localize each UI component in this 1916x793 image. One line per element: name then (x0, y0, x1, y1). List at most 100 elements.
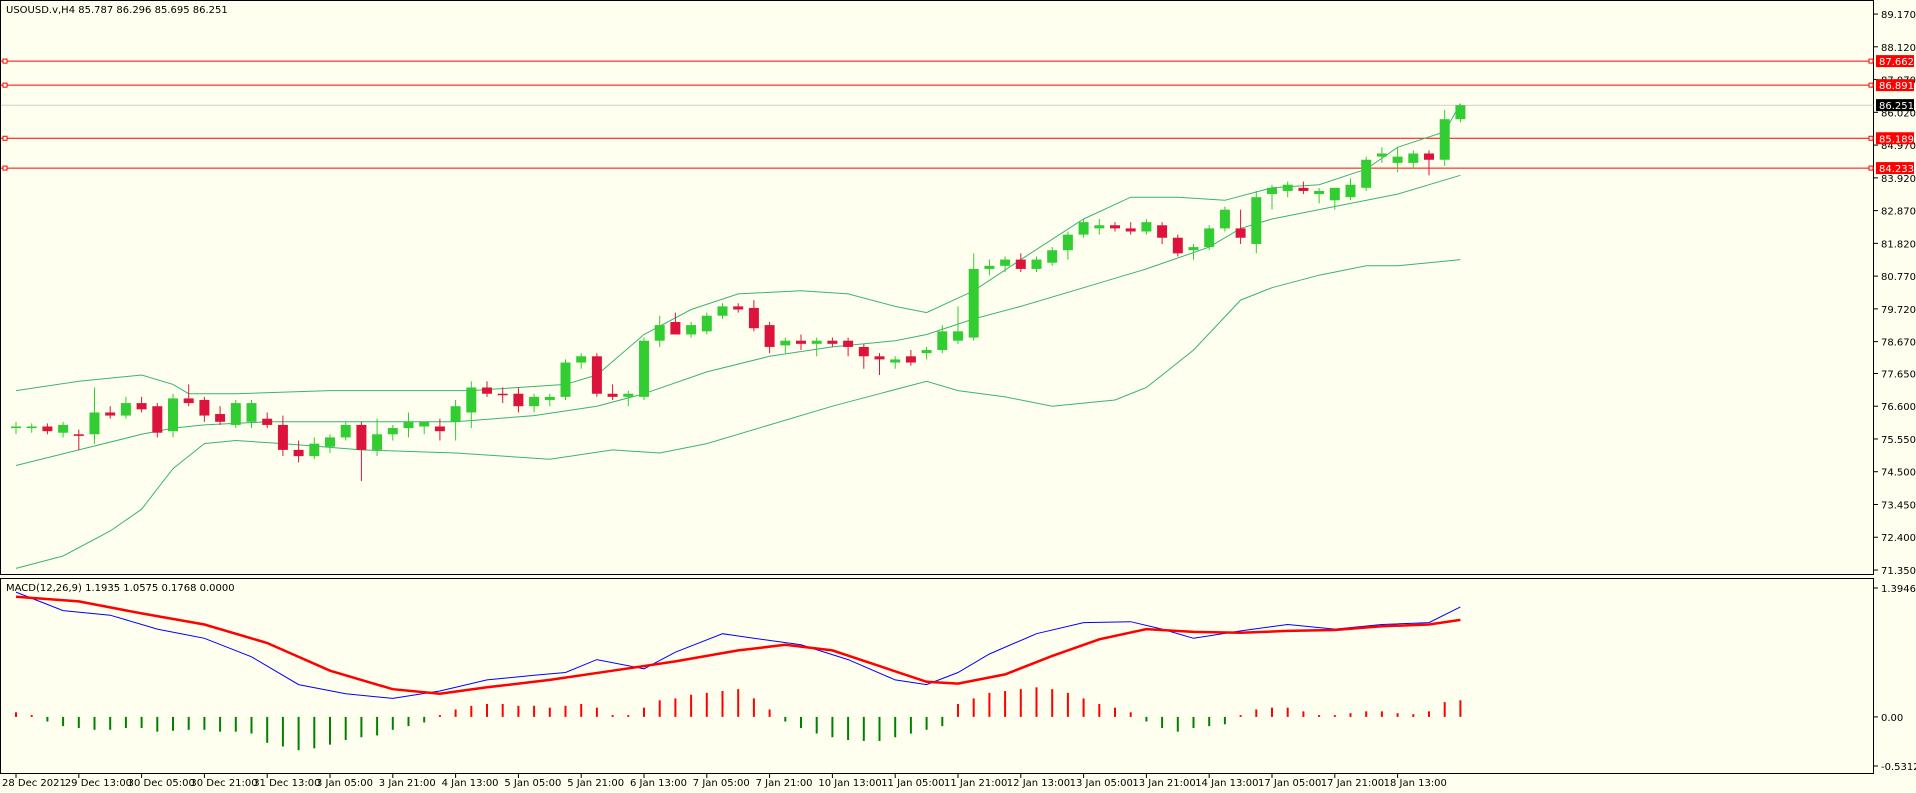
candle-body (293, 449, 304, 457)
time-tick-label: 12 Jan 13:00 (1007, 778, 1070, 789)
time-tick-label: 3 Jan 21:00 (379, 778, 436, 789)
candle-body (387, 428, 398, 435)
candle-body (136, 403, 147, 410)
current-price-tag: 86.251 (1, 99, 1914, 112)
candle-body (419, 421, 430, 427)
candle-body (1376, 153, 1387, 157)
time-tick-label: 5 Jan 05:00 (504, 778, 561, 789)
macd-histogram (15, 687, 1462, 751)
hline-price-label: 86.891 (1879, 81, 1914, 92)
candle-body (168, 398, 178, 432)
candle-body (199, 399, 210, 416)
candle-body (905, 356, 916, 363)
price-y-tick-label: 78.670 (1881, 338, 1916, 349)
candle-body (26, 426, 37, 429)
price-y-tick-label: 84.970 (1881, 141, 1916, 152)
candle-body (1141, 222, 1152, 232)
hline-anchor-right (1868, 58, 1874, 64)
candle-body (890, 359, 901, 363)
candle-body (858, 346, 869, 357)
candle-body (654, 325, 665, 341)
time-tick-label: 5 Jan 21:00 (567, 778, 624, 789)
candle-body (513, 393, 524, 407)
current-price-label: 86.251 (1879, 101, 1914, 112)
candle-body (529, 396, 540, 407)
time-tick-label: 29 Dec 13:00 (65, 778, 132, 789)
price-y-tick-label: 83.920 (1881, 174, 1916, 185)
candle-body (183, 398, 194, 404)
candle-body (11, 426, 21, 429)
candlesticks (11, 103, 1466, 482)
macd-lines (15, 591, 1461, 699)
hline-anchor-right (1868, 165, 1874, 171)
time-tick-label: 4 Jan 13:00 (442, 778, 499, 789)
price-y-tick-label: 89.170 (1881, 10, 1916, 21)
macd-pane-frame (0, 578, 1874, 774)
hline-anchor-left (2, 135, 8, 141)
macd-signal-line (15, 595, 1461, 696)
chart-title: USOUSD.v,H4 85.787 86.296 85.695 86.251 (6, 5, 228, 16)
macd-y-axis: 1.3946 0.00 -0.5312 (1874, 584, 1916, 773)
candle-body (1298, 187, 1309, 191)
candle-body (1188, 247, 1199, 251)
time-tick-label: 13 Jan 21:00 (1132, 778, 1195, 789)
time-tick-label: 7 Jan 21:00 (756, 778, 813, 789)
candle-body (1282, 184, 1293, 191)
candle-body (434, 426, 445, 432)
candle-body (356, 424, 367, 450)
candle-body (748, 307, 759, 329)
horizontal-lines: 87.662 86.891 85.189 84.233 (1, 55, 1914, 175)
candle-body (639, 340, 649, 397)
hline-price-label: 85.189 (1879, 134, 1914, 145)
candle-body (152, 406, 163, 433)
candle-body (591, 356, 602, 394)
hline-price-label: 84.233 (1879, 164, 1914, 175)
candle-body (1047, 250, 1058, 263)
candle-body (73, 434, 84, 436)
candle-body (1329, 187, 1340, 201)
time-tick-label: 17 Jan 05:00 (1258, 778, 1321, 789)
time-tick-label: 18 Jan 13:00 (1384, 778, 1447, 789)
candle-body (1267, 187, 1277, 195)
candle-body (309, 443, 320, 457)
hline-anchor-left (2, 58, 8, 64)
price-y-tick-label: 73.450 (1881, 500, 1916, 511)
hline-price-tag (1876, 162, 1914, 175)
price-y-tick-label: 80.770 (1881, 272, 1916, 283)
candle-body (1408, 153, 1419, 163)
candle-body (215, 414, 226, 422)
candle-body (811, 340, 822, 344)
macd-title: MACD(12,26,9) 1.1935 1.0575 0.1768 0.000… (6, 583, 235, 594)
candle-body (1392, 156, 1403, 163)
bollinger-lower-line (15, 259, 1461, 569)
candle-body (120, 403, 131, 416)
time-tick-label: 28 Dec 2021 (2, 778, 66, 789)
candle-body (984, 265, 995, 269)
candle-body (1251, 197, 1262, 244)
candle-body (1062, 234, 1073, 251)
price-y-tick-label: 76.600 (1881, 402, 1916, 413)
candle-body (1094, 225, 1105, 229)
candle-body (921, 350, 932, 354)
candle-body (576, 356, 587, 363)
hline-anchor-right (1868, 135, 1874, 141)
macd-y-tick-label: 0.00 (1881, 713, 1903, 724)
candle-body (497, 393, 508, 396)
current-price-tag-box (1876, 99, 1914, 112)
candle-body (1125, 228, 1136, 232)
price-y-tick-label: 82.870 (1881, 207, 1916, 218)
time-tick-label: 7 Jan 05:00 (693, 778, 750, 789)
candle-body (1219, 209, 1230, 229)
price-pane-frame (0, 0, 1874, 575)
time-tick-label: 10 Jan 13:00 (818, 778, 881, 789)
candle-body (874, 356, 885, 360)
candle-body (340, 424, 351, 438)
candle-body (764, 325, 775, 347)
candle-body (246, 403, 257, 422)
candle-body (403, 421, 414, 429)
candle-body (1015, 259, 1026, 269)
time-tick-label: 11 Jan 05:00 (881, 778, 944, 789)
time-tick-label: 30 Dec 21:00 (190, 778, 257, 789)
candle-body (968, 268, 979, 338)
